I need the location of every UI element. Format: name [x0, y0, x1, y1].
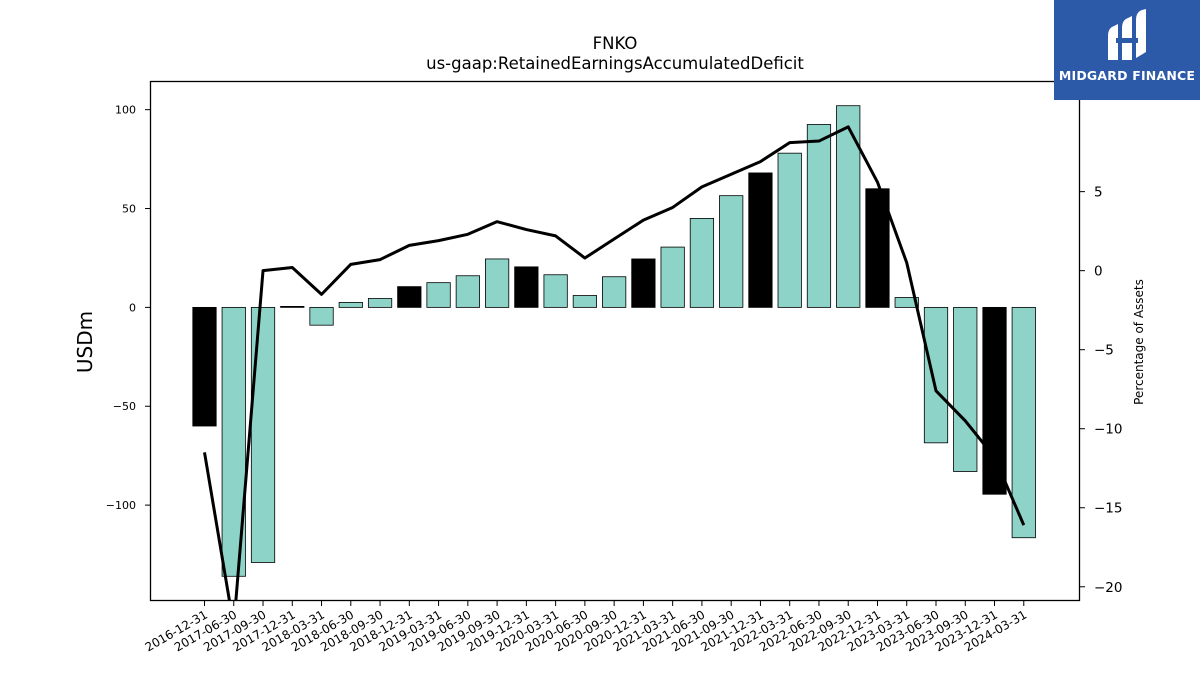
bar: [1011, 306, 1036, 539]
bar: [426, 282, 451, 308]
y-tick-label: −100: [106, 499, 136, 512]
bar: [309, 306, 334, 326]
y2-tick-label: −5: [1094, 343, 1114, 359]
bar: [660, 246, 685, 308]
bar: [192, 306, 217, 427]
midgard-logo-icon: [1108, 9, 1146, 60]
y2-tick-label: 5: [1094, 185, 1103, 201]
y-tick-label: 100: [115, 104, 136, 117]
bar: [397, 286, 422, 308]
bar: [631, 258, 656, 308]
bar: [280, 305, 305, 308]
bar: [602, 276, 627, 308]
bar: [806, 124, 832, 308]
bar: [455, 275, 480, 308]
bar: [953, 306, 978, 472]
percentage-line: [203, 125, 1026, 601]
bar: [719, 195, 744, 308]
brand-logo: MIDGARD FINANCE: [1054, 0, 1200, 100]
chart-subtitle: us-gaap:RetainedEarningsAccumulatedDefic…: [426, 54, 804, 73]
bar: [836, 105, 861, 308]
bar: [250, 306, 276, 563]
bar: [484, 258, 510, 308]
x-axis: 2016-12-312017-06-302017-09-302017-12-31…: [143, 601, 1029, 654]
bar: [689, 218, 715, 308]
brand-name: MIDGARD FINANCE: [1058, 68, 1196, 83]
percentage-line-group: [203, 125, 1026, 601]
right-axis: −20 −15 −10 −5 0 5: [1080, 185, 1123, 596]
bar: [982, 306, 1007, 495]
bar: [894, 297, 919, 308]
chart-title: FNKO: [593, 34, 638, 53]
plot-frame: [149, 80, 1081, 602]
bars-group: [192, 105, 1036, 577]
bar: [865, 188, 890, 308]
bar: [748, 172, 773, 308]
bar: [777, 152, 802, 308]
bar: [572, 295, 597, 308]
bar: [514, 266, 539, 308]
bar: [367, 298, 393, 308]
left-axis: −100 −50 0 50 100: [106, 104, 150, 512]
y-tick-label: 0: [129, 301, 136, 314]
y-tick-label: −50: [113, 400, 136, 413]
bar: [221, 306, 246, 577]
bar: [338, 302, 363, 308]
bar: [543, 274, 568, 308]
y2-tick-label: −20: [1094, 580, 1123, 596]
y2-tick-label: 0: [1094, 264, 1103, 280]
y2-axis-label: Percentage of Assets: [1132, 279, 1146, 405]
y2-tick-label: −10: [1094, 422, 1123, 438]
y2-tick-label: −15: [1094, 501, 1123, 517]
y-tick-label: 50: [122, 203, 136, 216]
bar: [923, 306, 949, 444]
y-axis-label: USDm: [73, 311, 97, 373]
